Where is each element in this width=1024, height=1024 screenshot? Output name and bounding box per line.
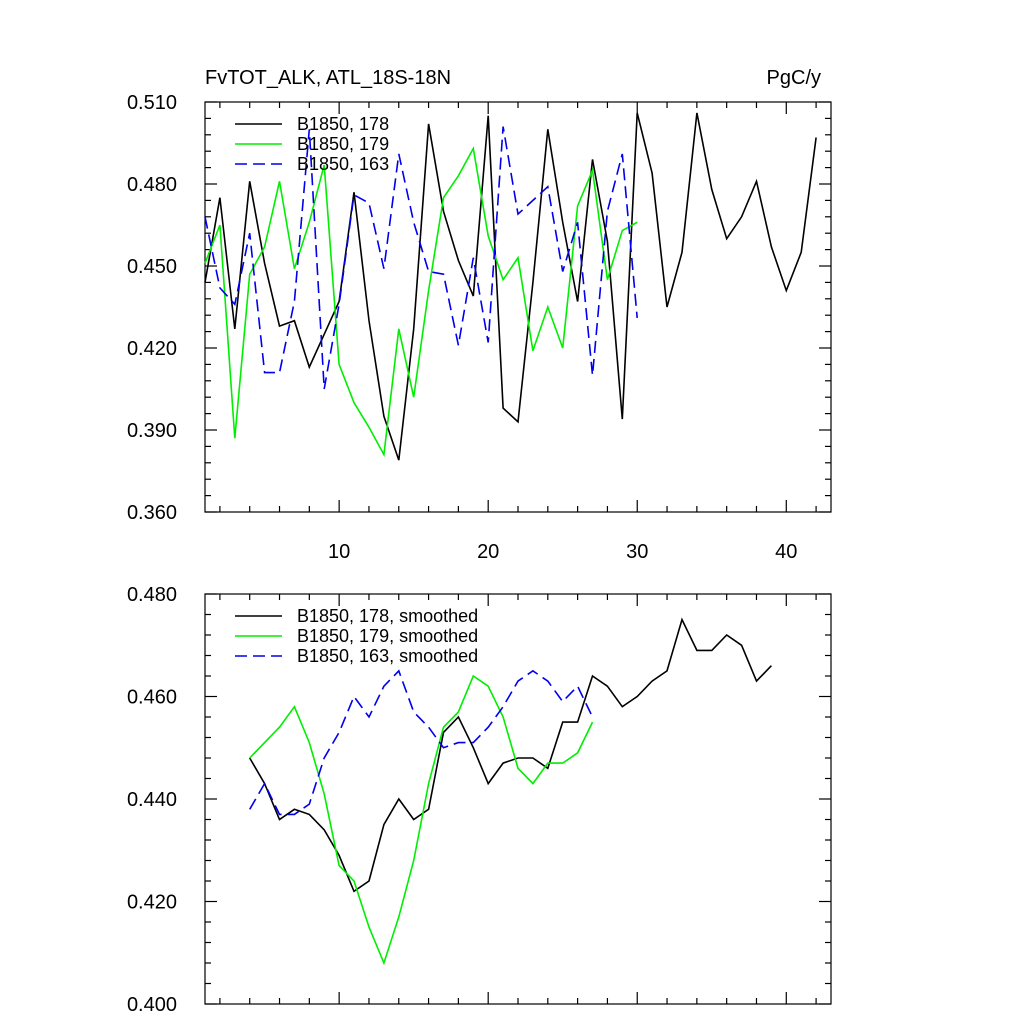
y-tick-label: 0.450 xyxy=(127,256,177,278)
x-tick-label: 10 xyxy=(328,541,350,563)
series-line-3 xyxy=(249,669,594,816)
legend-label: B1850, 178 xyxy=(297,114,389,134)
chart-1: 0.360 0.390 0.420 0.450 0.480 0.510 10 20 30 40 Fv… xyxy=(127,67,832,563)
y-tick-label: 0.400 xyxy=(127,994,177,1016)
series-line-1 xyxy=(204,112,817,461)
y-tick-label: 0.420 xyxy=(127,892,177,914)
y-tick-label: 0.390 xyxy=(127,420,177,442)
series-line-3 xyxy=(204,126,638,390)
chart-2: 0.400 0.420 0.440 0.460 0.480 B1850, 178, smo… xyxy=(127,584,832,1016)
y-tick-label: 0.510 xyxy=(127,92,177,114)
x-tick-label: 30 xyxy=(626,541,648,563)
series-line-2 xyxy=(204,146,638,458)
legend-label: B1850, 179 xyxy=(297,134,389,154)
y-tick-label: 0.480 xyxy=(127,584,177,606)
legend-label: B1850, 179, smoothed xyxy=(297,626,478,646)
y-tick-label: 0.420 xyxy=(127,338,177,360)
legend-label: B1850, 178, smoothed xyxy=(297,606,478,626)
units-label: PgC/y xyxy=(767,67,821,89)
chart-title: FvTOT_ALK, ATL_18S-18N xyxy=(205,67,451,89)
series-line-2 xyxy=(249,674,594,966)
y-tick-label: 0.480 xyxy=(127,174,177,196)
x-tick-label: 40 xyxy=(775,541,797,563)
legend-label: B1850, 163 xyxy=(297,154,389,174)
y-tick-label: 0.460 xyxy=(127,687,177,709)
y-tick-label: 0.360 xyxy=(127,502,177,524)
y-tick-label: 0.440 xyxy=(127,789,177,811)
legend-label: B1850, 163, smoothed xyxy=(297,646,478,666)
x-tick-label: 20 xyxy=(477,541,499,563)
